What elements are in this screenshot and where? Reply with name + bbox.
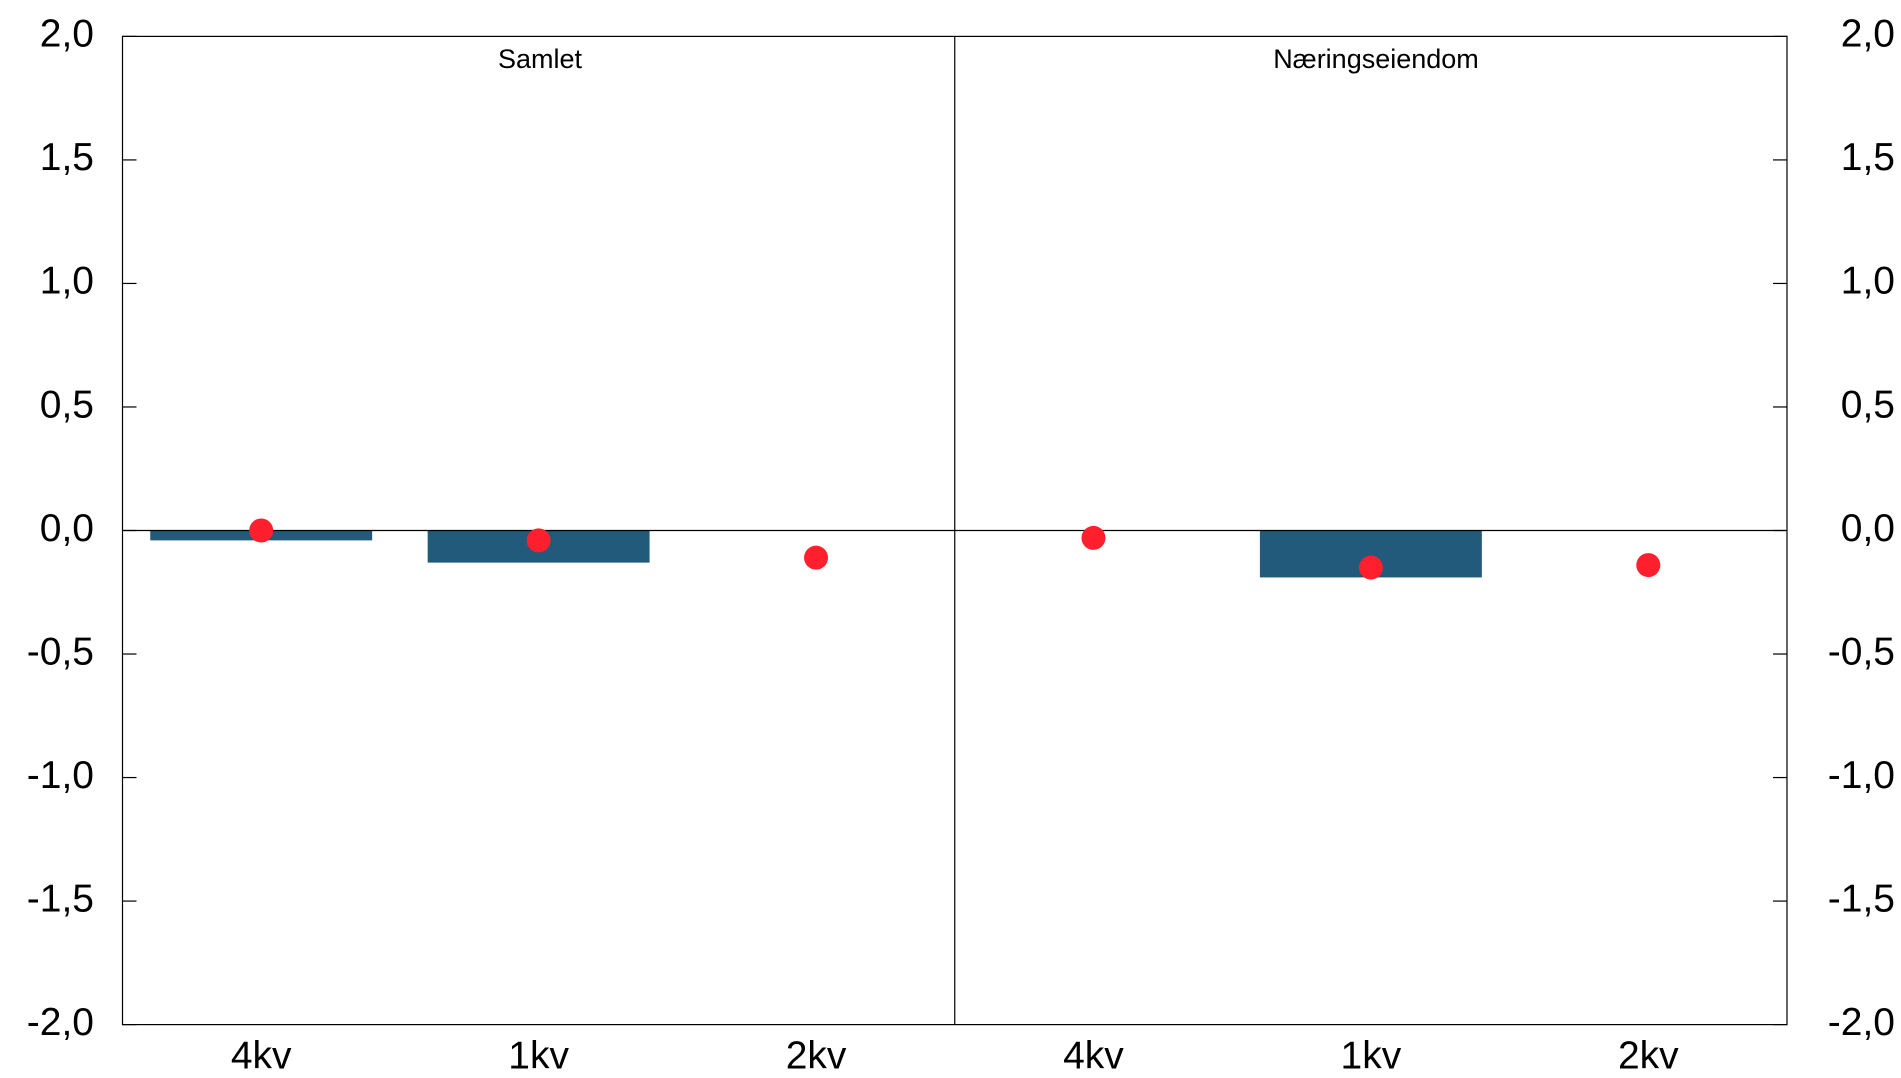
y2-tick-label: -1,0	[1828, 754, 1895, 797]
dot	[1081, 525, 1106, 550]
y-tick-label: 0,0	[40, 507, 94, 550]
dot	[526, 528, 551, 553]
y-tick-label: -2,0	[27, 1001, 94, 1044]
y-tick-label: 2,0	[40, 13, 94, 56]
y2-tick-label: 0,5	[1841, 383, 1895, 426]
y2-tick-label: 1,5	[1841, 136, 1895, 179]
x-tick-label: 2kv	[786, 1034, 847, 1077]
dot	[1358, 555, 1383, 580]
panel-title: Næringseiendom	[1273, 44, 1479, 74]
y-tick-label: 1,5	[40, 136, 94, 179]
y2-tick-label: 1,0	[1841, 260, 1895, 303]
x-tick-label: 1kv	[508, 1034, 569, 1077]
y2-tick-label: 2,0	[1841, 13, 1895, 56]
dot	[804, 545, 829, 570]
panel-title: Samlet	[498, 44, 583, 74]
y2-tick-label: -1,5	[1828, 877, 1895, 920]
x-tick-label: 1kv	[1341, 1034, 1402, 1077]
x-tick-label: 4kv	[1063, 1034, 1124, 1077]
y-tick-label: -0,5	[27, 630, 94, 673]
x-tick-label: 4kv	[231, 1034, 292, 1077]
y-tick-label: 0,5	[40, 383, 94, 426]
y2-tick-label: -2,0	[1828, 1001, 1895, 1044]
x-tick-label: 2kv	[1618, 1034, 1679, 1077]
y2-tick-label: 0,0	[1841, 507, 1895, 550]
dot	[1636, 553, 1661, 578]
y-tick-label: 1,0	[40, 260, 94, 303]
y2-tick-label: -0,5	[1828, 630, 1895, 673]
y-tick-label: -1,5	[27, 877, 94, 920]
dot	[249, 518, 274, 543]
y-tick-label: -1,0	[27, 754, 94, 797]
